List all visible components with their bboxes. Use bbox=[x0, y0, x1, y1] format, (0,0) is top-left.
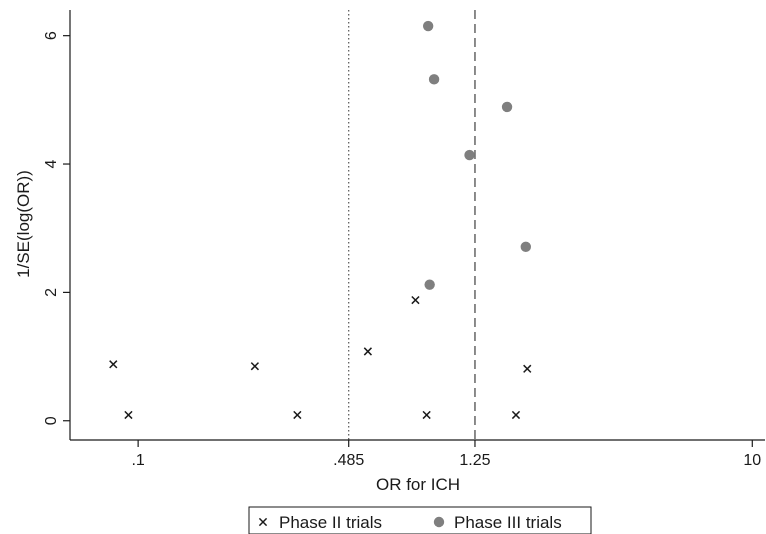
phase-ii-point bbox=[411, 295, 420, 305]
y-axis-title: 1/SE(log(OR)) bbox=[14, 170, 33, 278]
phase-ii-point-stroke bbox=[124, 410, 133, 420]
phase-ii-point-stroke bbox=[411, 295, 420, 305]
y-tick-label: 6 bbox=[43, 31, 60, 40]
phase-iii-point bbox=[520, 241, 532, 253]
phase-iii-point bbox=[422, 20, 434, 32]
phase-iii-point bbox=[464, 149, 475, 161]
phase-ii-point-stroke bbox=[250, 362, 260, 371]
plot-area: .1 .485 1.25 10 0 2 4 6 bbox=[43, 10, 765, 469]
legend-label: Phase III trials bbox=[454, 513, 562, 532]
phase-ii-point bbox=[124, 410, 133, 420]
phase-ii-point bbox=[293, 410, 302, 420]
x-axis-title: OR for ICH bbox=[376, 475, 460, 494]
x-tick-label: 10 bbox=[743, 452, 761, 469]
phase-ii-point bbox=[250, 362, 260, 371]
phase-ii-point bbox=[511, 410, 521, 420]
phase-ii-point bbox=[363, 347, 373, 356]
phase-ii-point bbox=[523, 364, 532, 373]
phase-iii-point bbox=[424, 279, 435, 290]
legend-marker-phase-ii bbox=[258, 517, 268, 527]
y-tick-label: 2 bbox=[43, 288, 60, 297]
phase-ii-point bbox=[109, 360, 118, 369]
legend-label: Phase II trials bbox=[279, 513, 382, 532]
phase-ii-point-stroke bbox=[109, 360, 118, 369]
y-tick-label: 4 bbox=[43, 159, 60, 168]
phase-ii-point-stroke bbox=[363, 347, 373, 356]
legend-marker-phase-iii bbox=[433, 516, 445, 528]
x-tick-label: 1.25 bbox=[459, 452, 490, 469]
phase-iii-point bbox=[428, 74, 440, 85]
y-tick-label: 0 bbox=[43, 416, 60, 425]
phase-ii-point bbox=[422, 410, 431, 420]
legend-box bbox=[248, 506, 592, 534]
x-tick-label: .485 bbox=[333, 452, 364, 469]
phase-ii-point-stroke bbox=[523, 364, 532, 373]
x-tick-label: .1 bbox=[131, 452, 144, 469]
phase-ii-point-stroke bbox=[511, 410, 521, 420]
phase-ii-point-stroke bbox=[293, 410, 302, 420]
phase-ii-point-stroke bbox=[422, 410, 431, 420]
legend: Phase II trials Phase III trials bbox=[248, 506, 592, 534]
phase-iii-point bbox=[501, 101, 513, 113]
legend-marker-phase-ii-stroke bbox=[258, 517, 268, 527]
